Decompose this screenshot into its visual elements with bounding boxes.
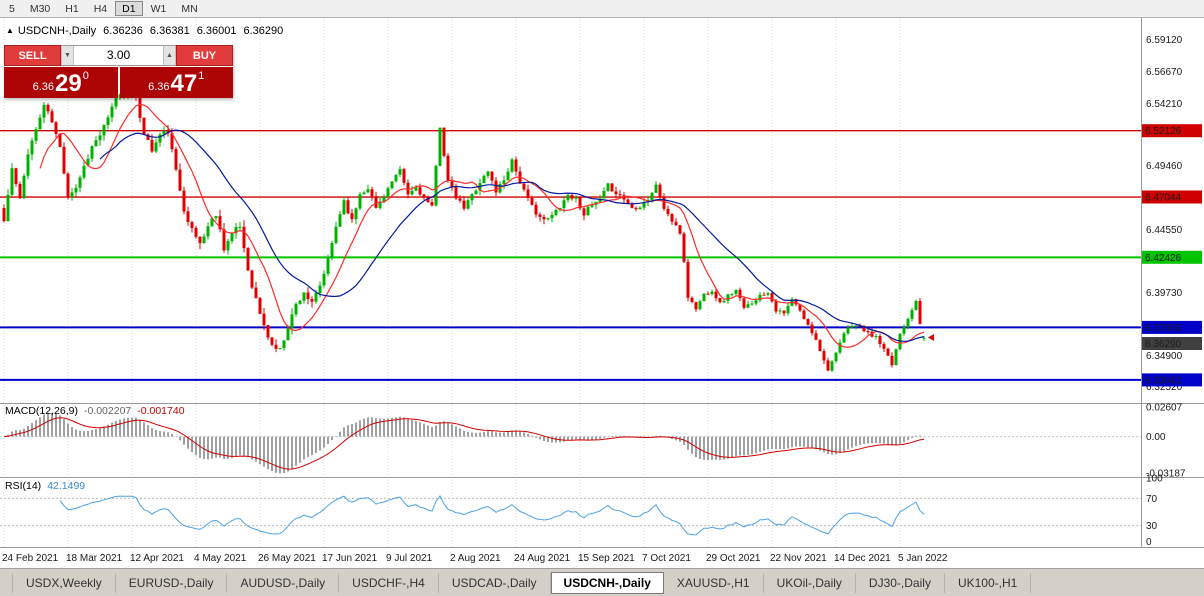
buy-button[interactable]: BUY xyxy=(176,45,233,66)
price-tag-label: 6.42426 xyxy=(1145,253,1182,264)
price-axis-label: 6.32520 xyxy=(1146,382,1183,393)
timeframe-button-w1[interactable]: W1 xyxy=(150,3,167,15)
tab-ukoil-daily[interactable]: UKOil-,Daily xyxy=(764,572,856,593)
buy-price-base: 6.36 xyxy=(148,81,170,93)
price-tag xyxy=(1142,337,1202,350)
rsi-value: 42.1499 xyxy=(47,480,86,492)
last-price-marker xyxy=(928,333,934,341)
rsi-axis-label: 70 xyxy=(1146,494,1158,505)
time-axis[interactable] xyxy=(0,547,1141,568)
ma-slow-line xyxy=(99,129,925,342)
sell-price-pips: 29 xyxy=(55,70,82,97)
date-axis-label: 12 Apr 2021 xyxy=(130,553,184,564)
ohlc-open: 6.36236 xyxy=(103,25,143,37)
rsi-axis-label: 0 xyxy=(1146,537,1152,548)
macd-header: MACD(12,26,9) -0.002207 -0.001740 xyxy=(5,405,185,417)
tab-usdchf-h4[interactable]: USDCHF-,H4 xyxy=(339,572,439,593)
ohlc-close: 6.36290 xyxy=(243,25,284,37)
one-click-trading-panel: SELL ▼ 3.00 ▲ BUY 6.36 29 0 6.36 47 1 xyxy=(4,45,233,98)
date-axis-label: 15 Sep 2021 xyxy=(578,553,635,564)
macd-signal-line xyxy=(3,417,925,470)
price-axis[interactable] xyxy=(1141,18,1204,547)
date-axis-label: 2 Aug 2021 xyxy=(450,553,501,564)
date-axis-label: 7 Oct 2021 xyxy=(642,553,691,564)
chart-background xyxy=(0,18,1204,568)
tab-audusd-daily[interactable]: AUDUSD-,Daily xyxy=(227,572,340,593)
date-axis-label: 22 Nov 2021 xyxy=(770,553,827,564)
price-tag-label: 6.52126 xyxy=(1145,126,1182,137)
ohlc-low: 6.36001 xyxy=(196,25,237,37)
tab-eurusd-daily[interactable]: EURUSD-,Daily xyxy=(116,572,228,593)
price-tag-label: 6.47044 xyxy=(1145,193,1182,204)
date-axis-label: 17 Jun 2021 xyxy=(322,553,377,564)
date-axis-label: 9 Jul 2021 xyxy=(386,553,433,564)
price-axis-label: 6.54210 xyxy=(1146,99,1183,110)
timeframe-button-m30[interactable]: M30 xyxy=(29,3,51,15)
timeframe-button-h4[interactable]: H4 xyxy=(93,3,108,15)
tab-dj30-daily[interactable]: DJ30-,Daily xyxy=(856,572,945,593)
date-axis-label: 4 May 2021 xyxy=(194,553,247,564)
price-axis-label: 6.34900 xyxy=(1146,351,1183,362)
macd-label: MACD(12,26,9) xyxy=(5,405,78,417)
price-axis-label: 6.39730 xyxy=(1146,288,1183,299)
ohlc-high: 6.36381 xyxy=(149,25,190,37)
sell-price-box[interactable]: 6.36 29 0 xyxy=(4,67,118,98)
price-tag xyxy=(1142,250,1202,264)
price-tag xyxy=(1142,124,1202,138)
price-axis-label: 6.56670 xyxy=(1146,67,1183,78)
price-tag xyxy=(1142,320,1202,334)
buy-price-point: 1 xyxy=(198,70,205,82)
timeframe-toolbar: 5 M30 H1 H4 D1 W1 MN xyxy=(0,0,1204,18)
rsi-axis-label: 100 xyxy=(1146,474,1163,485)
chart-symbol-label: USDCNH-,Daily xyxy=(17,25,97,37)
rsi-label: RSI(14) xyxy=(5,480,42,492)
chart-tab-bar: USDX,Weekly EURUSD-,Daily AUDUSD-,Daily USD… xyxy=(0,568,1204,596)
volume-decrease-icon[interactable]: ▼ xyxy=(61,46,74,65)
date-axis-label: 26 May 2021 xyxy=(258,553,316,564)
timeframe-button-h1[interactable]: H1 xyxy=(65,3,79,15)
sell-price-base: 6.36 xyxy=(32,81,55,93)
macd-axis-label: 0.00 xyxy=(1146,432,1166,443)
tab-usdx-weekly[interactable]: USDX,Weekly xyxy=(12,572,116,593)
date-axis-label: 18 Mar 2021 xyxy=(66,553,123,564)
date-axis-label: 24 Aug 2021 xyxy=(514,553,571,564)
timeframe-button-d1[interactable]: D1 xyxy=(115,1,143,16)
macd-axis-label: -0.03187 xyxy=(1146,469,1186,480)
tab-usdcnh-daily[interactable]: USDCNH-,Daily xyxy=(550,571,664,594)
ma-fast-line xyxy=(39,103,925,348)
timeframe-button-mn[interactable]: MN xyxy=(181,3,198,15)
volume-field: ▼ 3.00 ▲ xyxy=(61,45,176,66)
price-axis-label: 6.44550 xyxy=(1146,225,1183,236)
macd-signal-value: -0.001740 xyxy=(137,405,185,417)
timeframe-button-5[interactable]: 5 xyxy=(9,3,15,15)
buy-price-pips: 47 xyxy=(170,70,198,97)
price-tag-label: 6.33041 xyxy=(1145,375,1182,386)
volume-input[interactable]: 3.00 xyxy=(106,48,131,62)
rsi-axis-label: 30 xyxy=(1146,521,1158,532)
price-axis-label: 6.59120 xyxy=(1146,35,1183,46)
price-tag-label: 6.37063 xyxy=(1145,323,1182,334)
date-axis-label: 24 Feb 2021 xyxy=(2,553,59,564)
date-axis-label: 29 Oct 2021 xyxy=(706,553,761,564)
date-axis-label: 5 Jan 2022 xyxy=(898,553,948,564)
tab-uk100-h1[interactable]: UK100-,H1 xyxy=(945,572,1032,593)
tab-usdcad-daily[interactable]: USDCAD-,Daily xyxy=(439,572,551,593)
chart-header: ▲ USDCNH-,Daily 6.36236 6.36381 6.36001 6.362… xyxy=(6,25,283,37)
rsi-header: RSI(14) 42.1499 xyxy=(5,480,85,492)
price-axis-label: 6.49460 xyxy=(1146,161,1183,172)
rsi-line xyxy=(59,495,925,536)
sell-button[interactable]: SELL xyxy=(4,45,61,66)
tab-xauusd-h1[interactable]: XAUUSD-,H1 xyxy=(664,572,764,593)
chart-canvas[interactable]: 6.59120 6.56670 6.54210 6.49460 6.44550 6.397… xyxy=(0,0,1204,568)
price-tag-label: 6.36290 xyxy=(1145,339,1182,350)
collapse-chart-icon[interactable]: ▲ xyxy=(6,26,14,35)
price-tag xyxy=(1142,190,1202,204)
sell-price-point: 0 xyxy=(82,70,89,82)
macd-axis-label: 0.02607 xyxy=(1146,402,1183,413)
volume-increase-icon[interactable]: ▲ xyxy=(163,46,176,65)
buy-price-box[interactable]: 6.36 47 1 xyxy=(119,67,233,98)
date-axis-label: 14 Dec 2021 xyxy=(834,553,891,564)
price-tag xyxy=(1142,373,1202,387)
macd-main-value: -0.002207 xyxy=(83,405,132,417)
